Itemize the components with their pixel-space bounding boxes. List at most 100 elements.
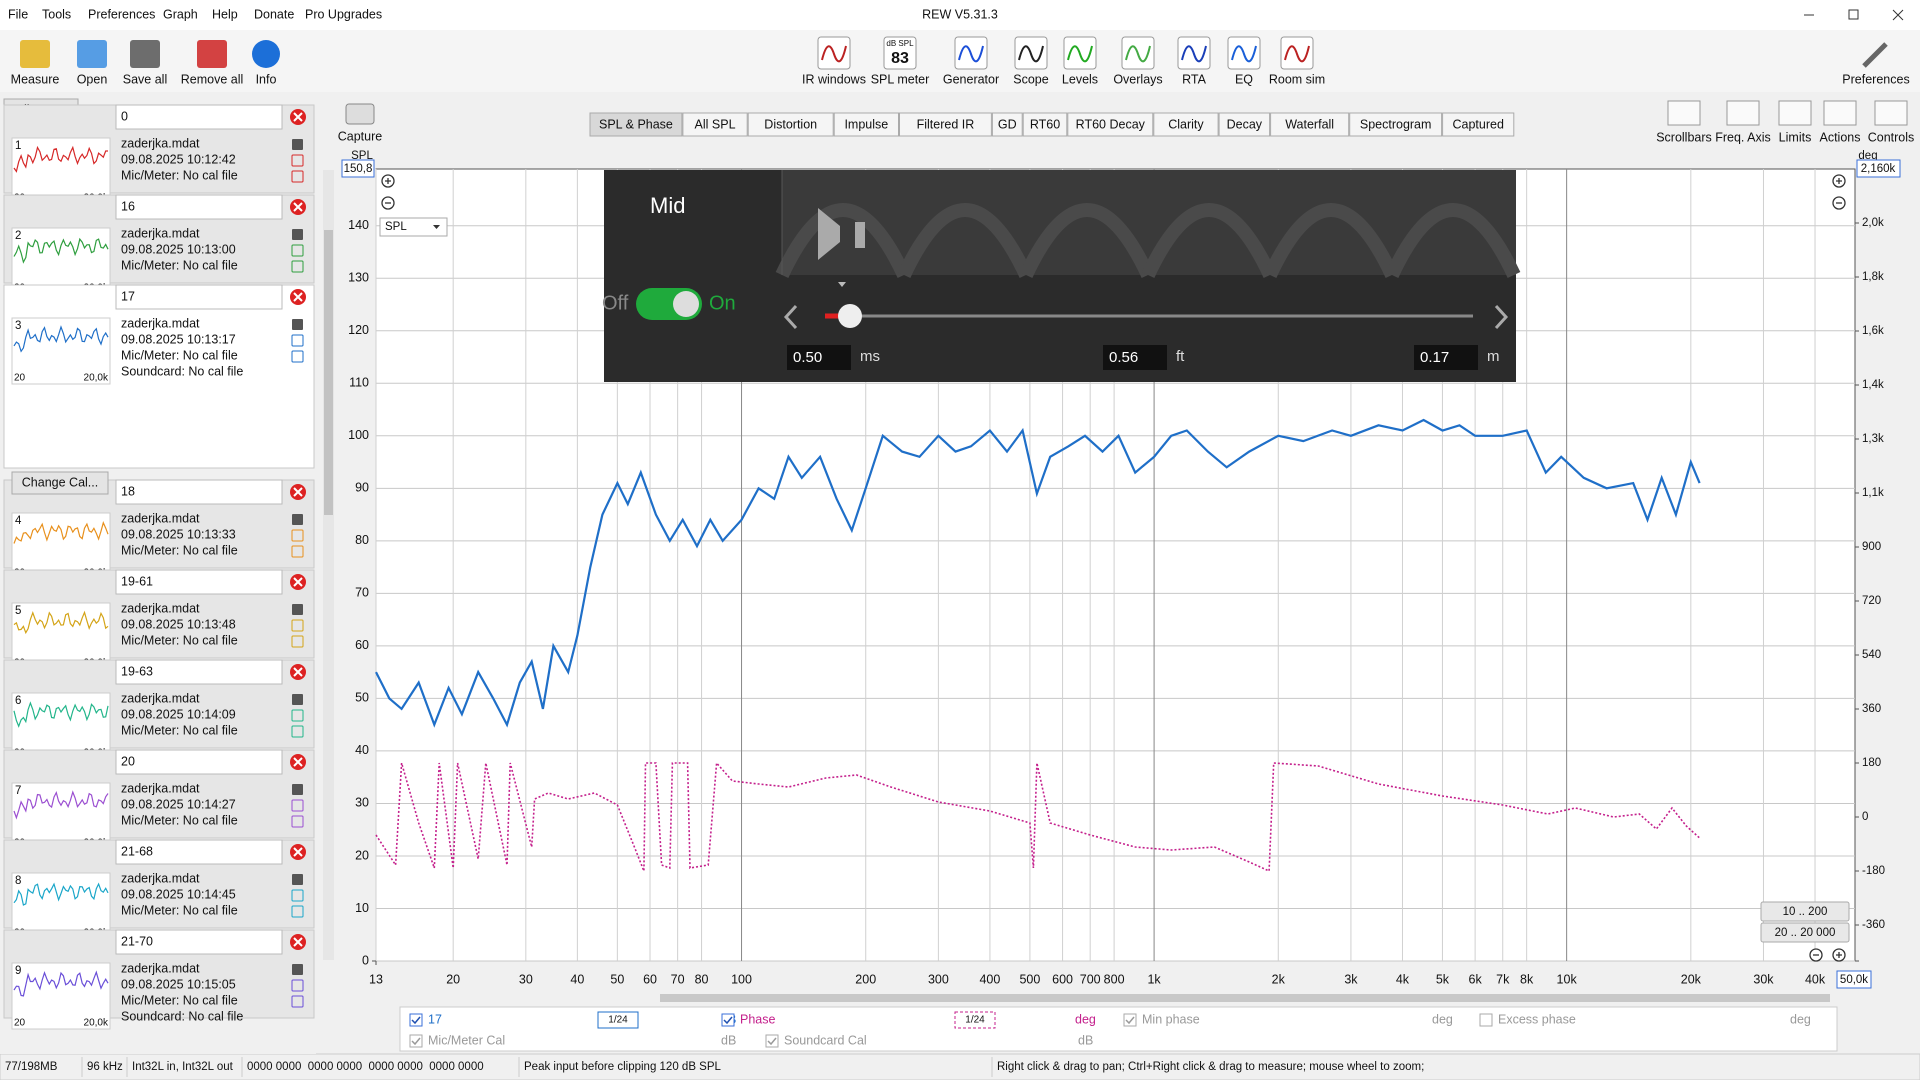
- y-tick-label: 90: [355, 481, 369, 495]
- toolbar-button[interactable]: Generator: [943, 36, 999, 86]
- tab[interactable]: SPL & Phase: [589, 112, 683, 137]
- change-cal-button[interactable]: Change Cal...: [11, 471, 109, 495]
- h-scroll-thumb[interactable]: [660, 994, 1830, 1002]
- graph-control[interactable]: Actions: [1820, 100, 1861, 144]
- tab[interactable]: Impulse: [833, 112, 900, 137]
- zoom-in[interactable]: [1832, 174, 1846, 188]
- graph-control[interactable]: Limits: [1778, 100, 1812, 144]
- legend-item[interactable]: Excess phase deg: [1479, 1012, 1811, 1027]
- y2-tick-label: 2,0k: [1862, 217, 1884, 229]
- thumbnail: [11, 602, 111, 670]
- menu-item[interactable]: Pro Upgrades: [305, 7, 382, 21]
- menu-item[interactable]: Graph: [163, 7, 198, 21]
- dropdown[interactable]: SPL: [379, 217, 448, 237]
- remove-x: [293, 667, 303, 677]
- graph-control-label: Actions: [1820, 130, 1861, 144]
- toolbar-button[interactable]: SPL meter: [871, 36, 930, 86]
- status-item: 0000 0000 0000 0000 0000 0000 0000 0000: [247, 1061, 484, 1073]
- toolbar-label: Room sim: [1269, 72, 1325, 86]
- tab[interactable]: Distortion: [747, 112, 834, 137]
- graph-control[interactable]: Controls: [1868, 100, 1915, 144]
- toolbar-button[interactable]: Overlays: [1113, 36, 1163, 86]
- slider-thumb[interactable]: [838, 304, 862, 328]
- field-box[interactable]: [1414, 345, 1478, 370]
- tab[interactable]: GD: [991, 112, 1023, 137]
- toolbar-button[interactable]: Open: [77, 40, 108, 86]
- restore[interactable]: [1848, 9, 1859, 20]
- panel-wave: [1141, 203, 1277, 278]
- measurement-name: 21-68: [121, 844, 153, 858]
- legend-item[interactable]: Mic/Meter Cal dB: [409, 1033, 736, 1048]
- capture-icon[interactable]: [345, 103, 375, 125]
- toggle[interactable]: [636, 288, 702, 320]
- measurement[interactable]: 21-70 9 20 20,0k zaderjka.mdat 09.08.2025 10:…: [3, 929, 315, 1030]
- tab[interactable]: Decay: [1218, 112, 1271, 137]
- menu-item[interactable]: Help: [212, 7, 238, 21]
- status-item: 77/198MB: [5, 1061, 58, 1073]
- toolbar-button[interactable]: Save all: [123, 40, 167, 86]
- graph-control[interactable]: Freq. Axis: [1715, 100, 1771, 144]
- zoom-out[interactable]: [381, 196, 395, 210]
- graph-control[interactable]: Scrollbars: [1656, 100, 1712, 144]
- measurement-file: zaderjka.mdat: [121, 136, 200, 150]
- tab[interactable]: RT60: [1022, 112, 1068, 137]
- menu-item[interactable]: Preferences: [88, 7, 155, 21]
- tab-label: SPL & Phase: [599, 117, 673, 131]
- tab[interactable]: Captured: [1442, 112, 1515, 137]
- zoom-in[interactable]: [381, 174, 395, 188]
- sidebar-scroll-thumb[interactable]: [324, 230, 333, 515]
- legend-item[interactable]: Phase 1/24 deg: [721, 1011, 1096, 1029]
- menu-item[interactable]: File: [8, 7, 28, 21]
- field-box[interactable]: [1103, 345, 1167, 370]
- toolbar-button[interactable]: Levels: [1062, 36, 1098, 86]
- tab[interactable]: Waterfall: [1270, 112, 1350, 137]
- toolbar-button[interactable]: EQ: [1227, 36, 1261, 86]
- x-tick-label: 200: [855, 972, 876, 986]
- legend-item[interactable]: Min phase deg: [1123, 1012, 1453, 1027]
- field-box[interactable]: [787, 345, 851, 370]
- toolbar-button[interactable]: IR windows: [802, 36, 866, 86]
- toolbar-label: Scope: [1013, 72, 1048, 86]
- tab[interactable]: Clarity: [1153, 112, 1219, 137]
- field-value: 0.56: [1109, 349, 1138, 366]
- tab[interactable]: RT60 Decay: [1067, 112, 1154, 137]
- toolbar-button[interactable]: Room sim: [1269, 36, 1325, 86]
- measurement[interactable]: 17 3 20 20,0k zaderjka.mdat 09.08.2025 10:13:…: [3, 284, 315, 469]
- zoom-in[interactable]: [1832, 948, 1846, 962]
- menu-item[interactable]: Tools: [42, 7, 71, 21]
- zoom-out[interactable]: [1832, 196, 1846, 210]
- row-icon: [291, 725, 304, 738]
- menu-item[interactable]: Donate: [254, 7, 294, 21]
- row-icon: [291, 905, 304, 918]
- toolbar-button[interactable]: Remove all: [181, 40, 244, 86]
- range-button[interactable]: 20 .. 20 000: [1760, 922, 1850, 943]
- zoom-out[interactable]: [1809, 948, 1823, 962]
- x-tick-label: 30k: [1753, 972, 1774, 986]
- toolbar-button[interactable]: RTA: [1177, 36, 1211, 86]
- measurement-mic: Mic/Meter: No cal file: [121, 813, 238, 827]
- arrow-right[interactable]: [1494, 304, 1509, 330]
- tab[interactable]: All SPL: [682, 112, 748, 137]
- measurement-date: 09.08.2025 10:13:48: [121, 617, 236, 631]
- toolbar-button[interactable]: Preferences: [1842, 42, 1910, 86]
- arrow-left[interactable]: [783, 304, 798, 330]
- menu-bar: [0, 0, 1920, 30]
- close[interactable]: [1892, 9, 1904, 21]
- range-button[interactable]: 10 .. 200: [1760, 901, 1850, 922]
- tab[interactable]: Spectrogram: [1349, 112, 1443, 137]
- tab[interactable]: Filtered IR: [899, 112, 992, 137]
- toolbar-button[interactable]: Info: [252, 40, 280, 86]
- thumbnail-trace: [13, 145, 108, 173]
- legend-item[interactable]: Soundcard Cal dB: [765, 1033, 1093, 1048]
- measurement-file: zaderjka.mdat: [121, 316, 200, 330]
- toolbar-button[interactable]: Scope: [1013, 36, 1049, 86]
- toolbar-button[interactable]: Measure: [11, 40, 60, 86]
